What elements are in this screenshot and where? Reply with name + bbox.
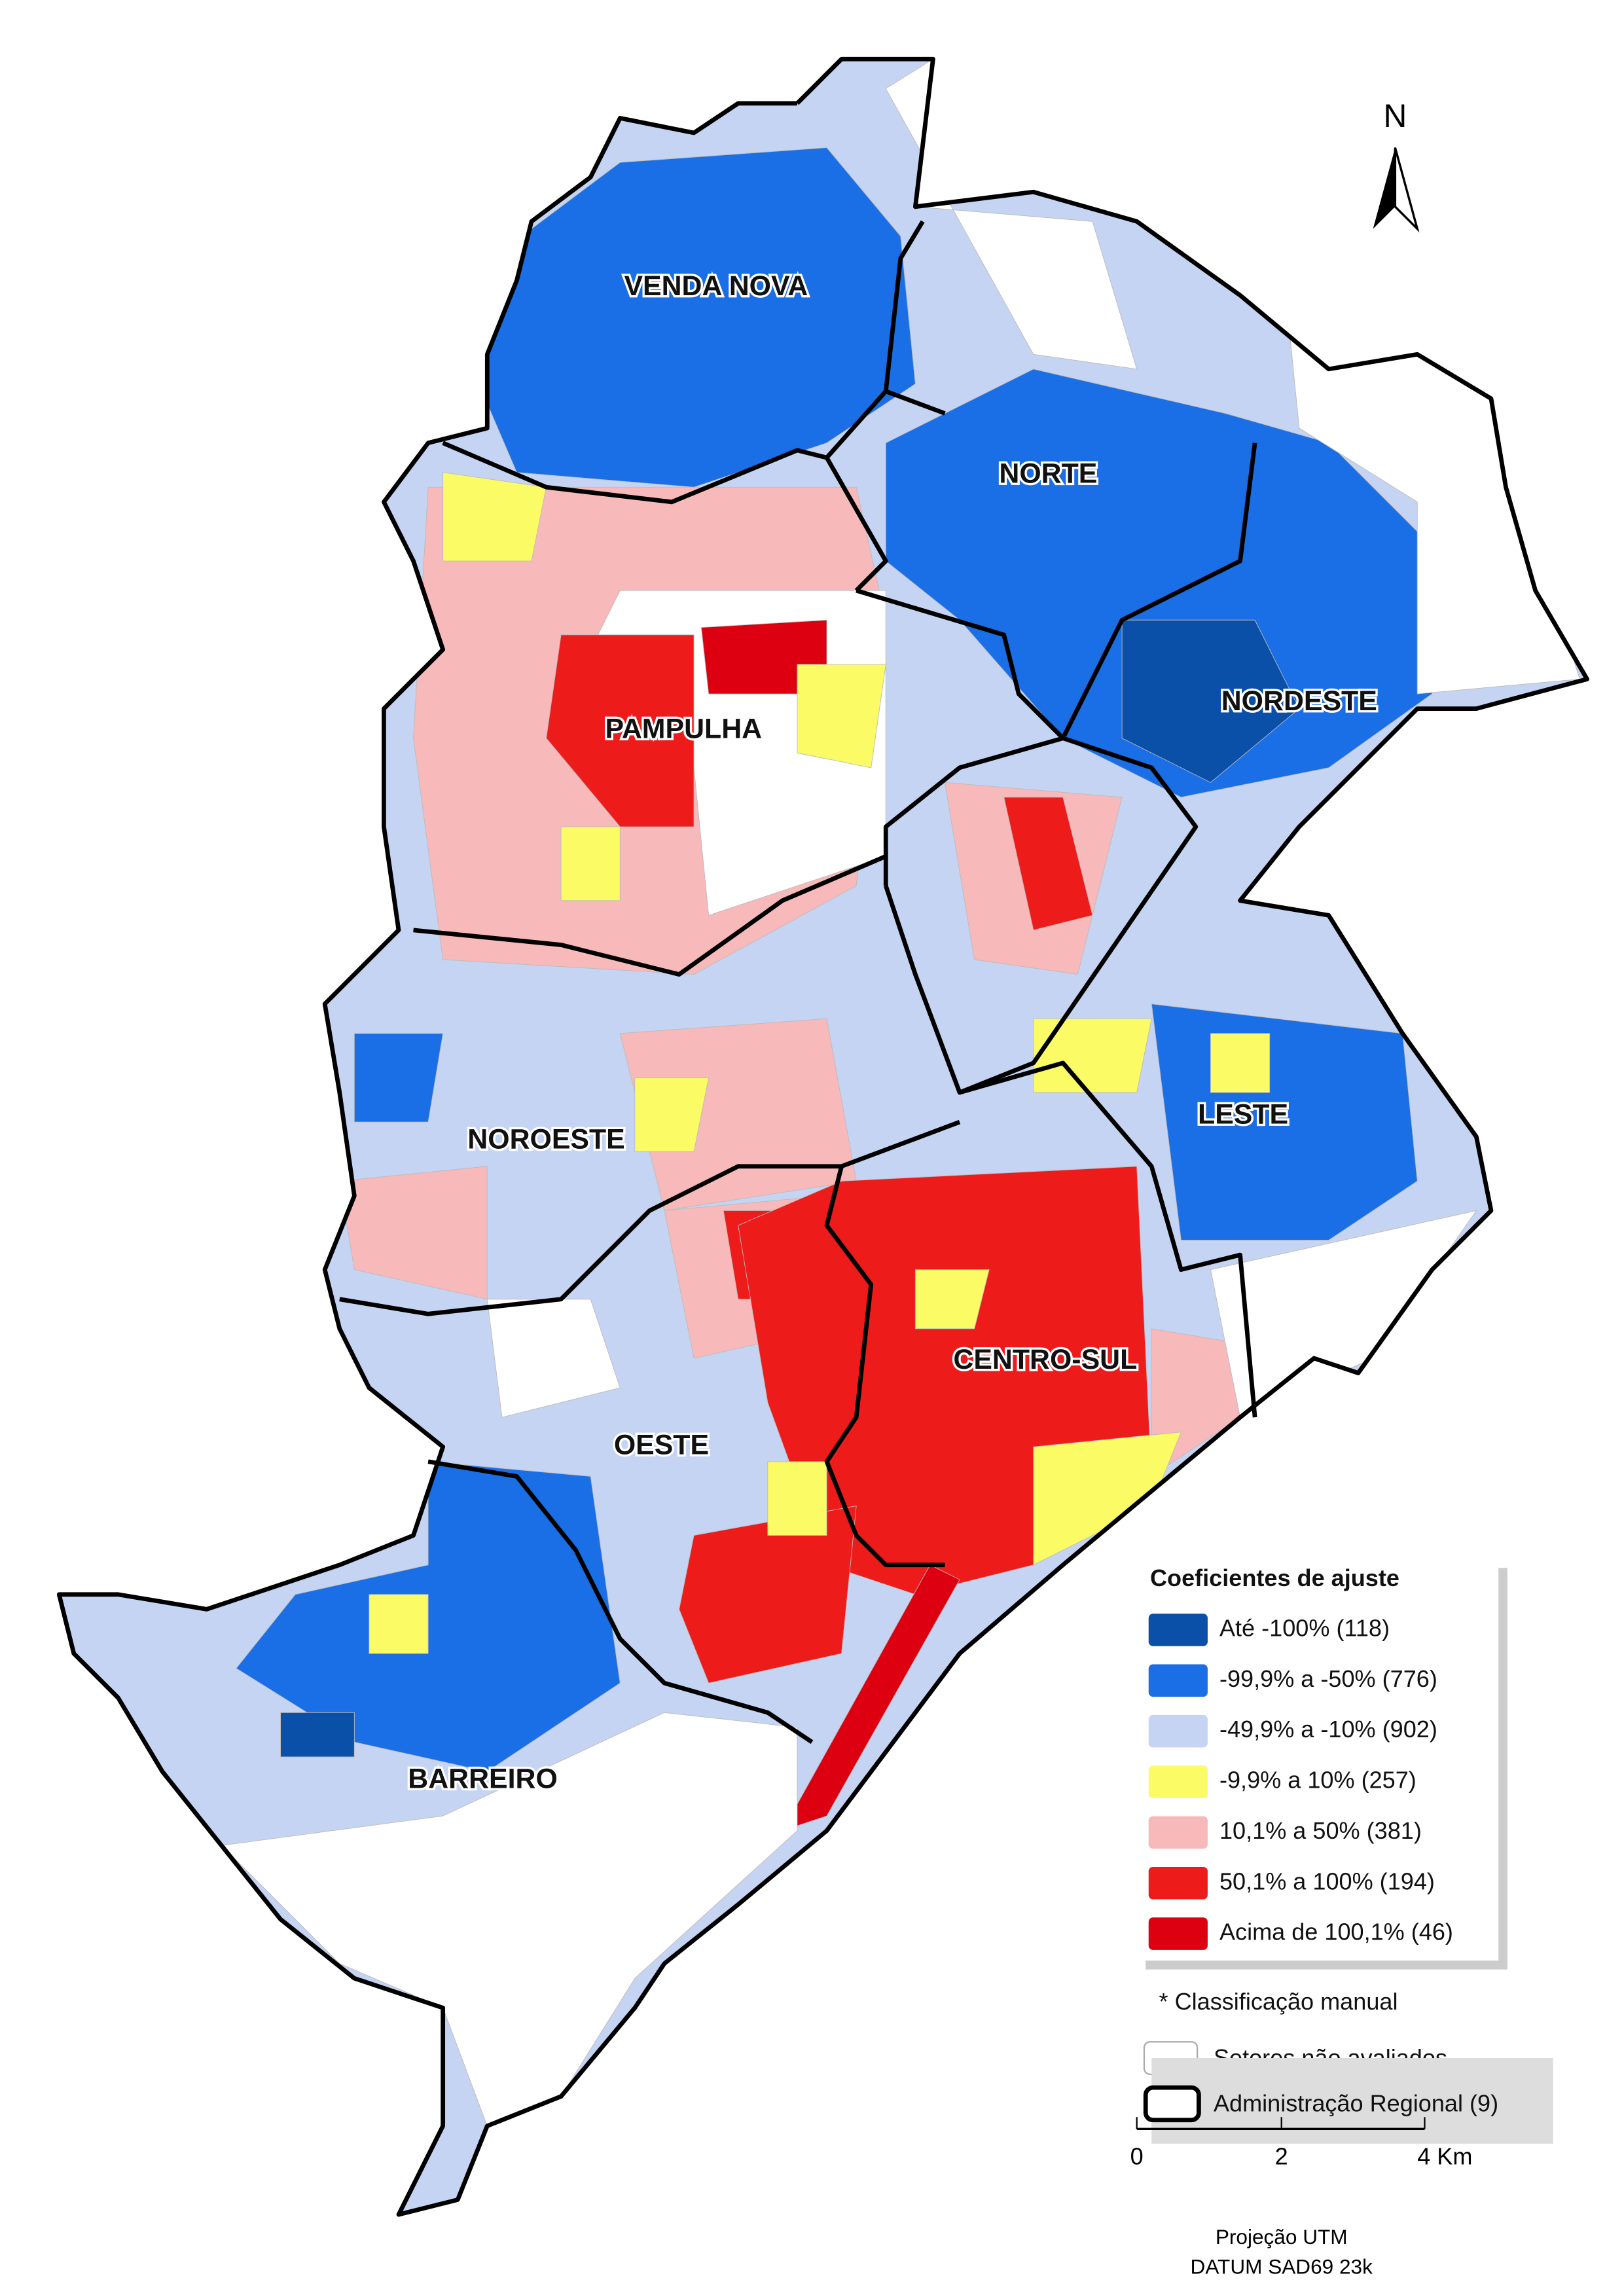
region-label: OESTE — [614, 1430, 709, 1461]
scale-label: 2 — [1275, 2142, 1288, 2169]
region-label: VENDA NOVA — [624, 270, 808, 302]
region-label: BARREIRO — [408, 1763, 558, 1794]
region-label: NOROESTE — [467, 1124, 624, 1155]
region-label: NORTE — [999, 458, 1097, 490]
boundary — [1060, 443, 1257, 740]
boundary — [427, 1459, 814, 1744]
sector-patch — [634, 1077, 710, 1152]
sector-patch — [1033, 1018, 1152, 1093]
sector-patch — [280, 1712, 355, 1758]
sector-patch — [914, 1269, 990, 1329]
scale-bar: 0 2 4 Km Projeção UTM DATUM SAD69 23k — [1130, 2117, 1472, 2278]
legend-label: 10,1% a 50% (381) — [1219, 1817, 1422, 1844]
sector-patch — [767, 1461, 827, 1536]
sector-patch — [797, 664, 886, 768]
sector-patch — [679, 1505, 857, 1684]
boundary — [824, 1165, 945, 1568]
sector-patch — [885, 369, 1447, 798]
north-label: N — [1383, 98, 1407, 134]
legend-label: -9,9% a 10% (257) — [1219, 1767, 1416, 1794]
legend-title: Coeficientes de ajuste — [1150, 1564, 1399, 1591]
region-label: PAMPULHA — [605, 714, 762, 745]
legend-label: -49,9% a -10% (902) — [1219, 1716, 1437, 1743]
scale-label: 0 — [1130, 2142, 1144, 2169]
legend: Coeficientes de ajuste Até -100% (118) -9… — [1136, 1559, 1553, 2144]
sector-patch — [1121, 619, 1300, 783]
legend-swatch — [1148, 1714, 1208, 1748]
legend-swatch — [1148, 1917, 1208, 1950]
boundary — [883, 220, 925, 392]
sector-patch — [353, 1033, 444, 1123]
projection: Projeção UTM — [1216, 2225, 1348, 2249]
legend-swatch — [1148, 1664, 1208, 1697]
sector-patch — [472, 147, 916, 488]
legend-label: Até -100% (118) — [1219, 1614, 1390, 1641]
legend-swatch — [1148, 1816, 1208, 1849]
legend-label: Acima de 100,1% (46) — [1219, 1919, 1453, 1945]
region-label: CENTRO-SUL — [953, 1344, 1137, 1375]
sector-patch — [560, 826, 621, 901]
scale-label: 4 Km — [1417, 2142, 1472, 2169]
sector-patch — [1003, 797, 1093, 931]
datum: DATUM SAD69 23k — [1191, 2254, 1373, 2278]
boundary — [959, 1060, 1257, 1418]
boundary — [56, 56, 1589, 2217]
legend-note: * Classificação manual — [1159, 1988, 1398, 2015]
legend-label: 50,1% a 100% (194) — [1219, 1868, 1435, 1894]
sector-patch — [782, 1564, 960, 1832]
boundary — [884, 736, 1199, 1095]
region-label: NORDESTE — [1221, 685, 1377, 717]
legend-swatch — [1148, 1765, 1208, 1798]
sector-patch — [546, 634, 695, 827]
boundary — [442, 441, 888, 592]
sector-patch — [442, 472, 547, 562]
legend-label: -99,9% a -50% (776) — [1219, 1665, 1437, 1692]
sector-patch — [1033, 1432, 1182, 1566]
north-arrow: N — [1373, 98, 1420, 233]
legend-boundary: Administração Regional (9) — [1214, 2090, 1498, 2117]
sector-patch — [1210, 1033, 1271, 1093]
boundary — [413, 854, 887, 977]
region-label: LESTE — [1198, 1098, 1288, 1130]
legend-swatch — [1148, 1866, 1208, 1900]
legend-swatch — [1148, 1614, 1208, 1646]
sector-patch — [885, 59, 1138, 370]
region-labels: VENDA NOVA NORTE NORDESTE PAMPULHA NOROESTE L… — [406, 268, 1379, 1797]
regional-boundaries — [56, 56, 1589, 2217]
sector-patch — [369, 1594, 429, 1654]
